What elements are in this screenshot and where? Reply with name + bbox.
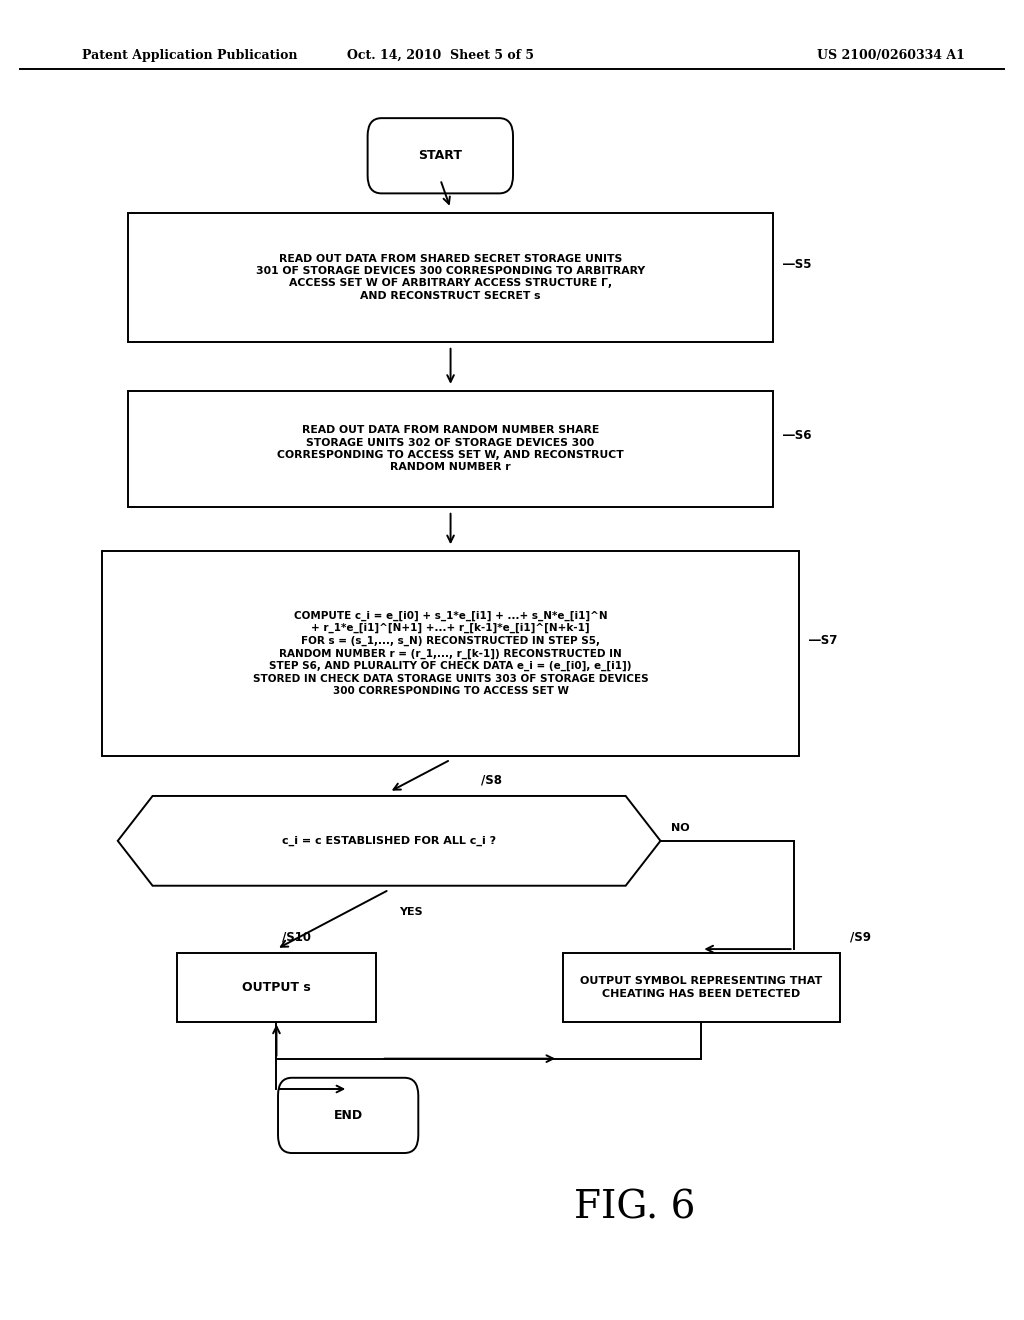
Text: ―S7: ―S7 [809, 634, 838, 647]
Text: /S10: /S10 [282, 931, 310, 944]
Polygon shape [118, 796, 660, 886]
Text: FIG. 6: FIG. 6 [574, 1189, 695, 1226]
Text: /S8: /S8 [481, 774, 503, 787]
Text: ―S6: ―S6 [783, 429, 812, 442]
Text: Oct. 14, 2010  Sheet 5 of 5: Oct. 14, 2010 Sheet 5 of 5 [347, 49, 534, 62]
FancyBboxPatch shape [368, 117, 513, 193]
Text: ―S5: ―S5 [783, 257, 812, 271]
Text: /S9: /S9 [850, 931, 871, 944]
Text: READ OUT DATA FROM RANDOM NUMBER SHARE
STORAGE UNITS 302 OF STORAGE DEVICES 300
: READ OUT DATA FROM RANDOM NUMBER SHARE S… [278, 425, 624, 473]
FancyBboxPatch shape [128, 391, 773, 507]
Text: COMPUTE c_i = e_[i0] + s_1*e_[i1] + ...+ s_N*e_[i1]^N
+ r_1*e_[i1]^[N+1] +...+ r: COMPUTE c_i = e_[i0] + s_1*e_[i1] + ...+… [253, 611, 648, 696]
FancyBboxPatch shape [563, 953, 840, 1022]
Text: c_i = c ESTABLISHED FOR ALL c_i ?: c_i = c ESTABLISHED FOR ALL c_i ? [282, 836, 497, 846]
Text: START: START [419, 149, 462, 162]
Text: READ OUT DATA FROM SHARED SECRET STORAGE UNITS
301 OF STORAGE DEVICES 300 CORRES: READ OUT DATA FROM SHARED SECRET STORAGE… [256, 253, 645, 301]
Text: Patent Application Publication: Patent Application Publication [82, 49, 297, 62]
Text: US 2100/0260334 A1: US 2100/0260334 A1 [817, 49, 965, 62]
Text: END: END [334, 1109, 362, 1122]
Text: NO: NO [671, 822, 689, 833]
FancyBboxPatch shape [177, 953, 377, 1022]
Text: YES: YES [399, 907, 423, 917]
Text: OUTPUT s: OUTPUT s [242, 981, 311, 994]
FancyBboxPatch shape [279, 1077, 419, 1154]
FancyBboxPatch shape [128, 213, 773, 342]
FancyBboxPatch shape [102, 552, 799, 755]
Text: OUTPUT SYMBOL REPRESENTING THAT
CHEATING HAS BEEN DETECTED: OUTPUT SYMBOL REPRESENTING THAT CHEATING… [581, 977, 822, 998]
